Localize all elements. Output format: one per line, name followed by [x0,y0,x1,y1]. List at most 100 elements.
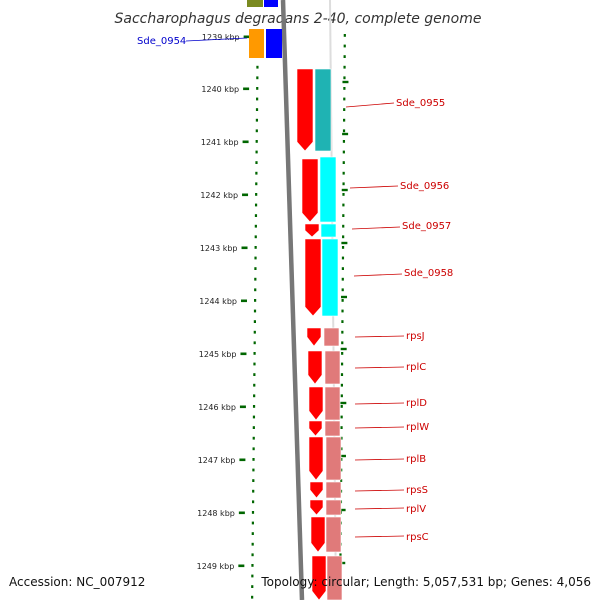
guide-dot [341,320,344,323]
gene-block [249,29,264,58]
guide-dot [255,129,258,133]
tick-mark [341,295,348,299]
tick-mark [242,193,249,197]
gene-block [266,29,282,58]
guide-dot [343,44,346,48]
gene-arrow [304,223,320,238]
annotation-bar [320,223,337,238]
gene-arrow [310,516,326,553]
guide-dot [339,553,342,557]
accession-text: Accession: NC_007912 [9,575,145,589]
guide-dot [343,87,346,90]
guide-dot [343,118,346,122]
label-leader-line [354,402,405,405]
annotation-bar [325,481,342,499]
tick-mark [341,188,348,192]
gene-arrow [304,238,322,317]
guide-dot [340,383,344,387]
tick-label: 1248 kbp [197,509,235,518]
tick-mark [340,401,347,405]
tick-label: 1247 kbp [198,456,236,465]
guide-dot [251,511,255,514]
guide-dot [253,320,256,323]
guide-dot [256,65,259,69]
annotation-bar [325,516,342,553]
gene-label-sde_0955: Sde_0955 [396,98,445,109]
guide-dot [343,55,346,58]
guide-dot [342,161,345,164]
annotation-bar [314,68,332,152]
map-title: Saccharophagus degradans 2-40, complete … [115,11,482,27]
guide-dot [252,489,255,493]
guide-dot [251,542,254,546]
annotation-bar [321,238,339,317]
tick-mark [238,564,245,568]
guide-dot [341,256,345,260]
gene-label-sde_0956: Sde_0956 [400,181,449,192]
gene-arrow [308,386,324,421]
gene-label-sde_0954: Sde_0954 [137,36,186,47]
gene-arrow [307,350,323,385]
kbp-ticks: 1239 kbp 1240 kbp 1241 kbp 1242 kbp 1243 kbp… [197,33,349,571]
gene-block [264,0,278,7]
annotation-bar [324,420,341,437]
label-leader-line [353,273,403,277]
guide-dot [251,564,254,567]
gene-arrow [309,499,324,516]
tick-mark [243,87,250,91]
gene-label-rplb: rplB [406,454,426,465]
tick-mark [341,241,348,245]
guide-dot [251,500,255,504]
guide-dot [341,288,344,292]
annotation-bar [324,386,341,421]
guide-dot [252,458,255,461]
tick-mark [340,347,347,351]
guide-dot [253,362,256,366]
guide-dot [343,97,346,101]
guide-dot [253,383,256,387]
dotted-guides [251,34,346,599]
tick-label: 1239 kbp [202,33,240,42]
guide-dot [252,479,255,482]
guide-dot [254,224,257,228]
guide-dot [253,330,256,334]
guide-dot [341,246,345,249]
label-leader-line [354,458,405,461]
guide-dot [254,203,258,207]
guide-dot [342,140,346,143]
guide-dot [340,436,343,440]
guide-dot [343,108,346,111]
tick-mark [339,508,346,512]
guide-dot [342,203,345,207]
gene-arrow [308,436,324,481]
backbone-curve [280,0,305,600]
label-leader-line [349,185,399,189]
guide-dot [343,65,346,69]
guide-dot [342,235,345,239]
gene-label-rpld: rplD [406,398,427,409]
guide-dot [252,436,255,440]
gene-label-rplc: rplC [406,362,426,373]
tick-mark [239,458,246,462]
guide-dot [254,277,257,281]
guide-dot [252,426,255,429]
guide-dot [254,299,257,302]
guide-dot [341,341,344,345]
guide-dot [343,76,346,80]
guide-dot [251,574,254,578]
guide-dot [252,415,256,419]
tick-mark [238,511,245,515]
guide-dot [342,224,345,228]
tick-label: 1243 kbp [200,244,238,253]
guide-dot [341,352,344,355]
guide-dot [341,267,344,270]
guide-dot [254,214,258,217]
topology-text: Topology: circular; Length: 5,057,531 bp… [260,575,591,589]
guide-dot [341,277,344,281]
label-leader-line [354,335,405,338]
gene-arrow [306,327,322,347]
guide-dot [340,373,344,376]
tick-label: 1249 kbp [197,562,235,571]
gene-arrow [309,481,324,499]
